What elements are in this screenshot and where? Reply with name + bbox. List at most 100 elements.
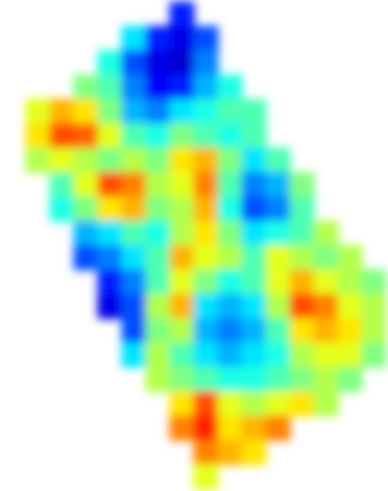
heat-cell bbox=[98, 294, 123, 319]
heat-cell bbox=[242, 391, 267, 416]
heat-cell bbox=[266, 415, 291, 440]
heat-cell bbox=[122, 26, 147, 51]
heat-cell bbox=[146, 245, 171, 270]
heat-cell bbox=[290, 221, 315, 246]
heat-cell bbox=[122, 318, 147, 343]
heat-cell bbox=[146, 367, 171, 392]
heat-cell bbox=[194, 318, 219, 343]
heat-cell bbox=[122, 245, 147, 270]
heat-cell bbox=[218, 294, 243, 319]
heat-cell bbox=[194, 172, 219, 197]
heat-cell bbox=[338, 318, 363, 343]
heat-cell bbox=[194, 196, 219, 221]
heat-cell bbox=[314, 318, 339, 343]
heat-cell bbox=[242, 318, 267, 343]
field-map bbox=[0, 0, 388, 491]
heat-cell bbox=[314, 367, 339, 392]
heat-cell bbox=[170, 294, 195, 319]
heat-cell bbox=[290, 196, 315, 221]
heat-cell bbox=[290, 367, 315, 392]
heat-cell bbox=[170, 50, 195, 75]
heat-cell bbox=[266, 172, 291, 197]
heat-cell bbox=[362, 318, 387, 343]
heat-cell bbox=[74, 123, 99, 148]
heat-cell bbox=[194, 391, 219, 416]
heat-cell bbox=[74, 196, 99, 221]
heat-cell bbox=[290, 172, 315, 197]
heat-cell bbox=[242, 123, 267, 148]
heat-cell bbox=[146, 75, 171, 100]
heat-cell bbox=[218, 367, 243, 392]
heat-cell bbox=[122, 172, 147, 197]
heat-cell bbox=[314, 294, 339, 319]
heat-cell bbox=[170, 172, 195, 197]
heat-cell bbox=[122, 221, 147, 246]
heat-cell bbox=[218, 148, 243, 173]
heat-cell bbox=[194, 440, 219, 465]
heat-cell bbox=[218, 391, 243, 416]
heat-cell bbox=[74, 221, 99, 246]
heat-cell bbox=[290, 294, 315, 319]
heat-cell bbox=[218, 172, 243, 197]
heat-cell bbox=[122, 50, 147, 75]
heat-cell bbox=[146, 26, 171, 51]
heat-cell bbox=[290, 342, 315, 367]
heat-cell bbox=[170, 2, 195, 27]
heat-cell bbox=[218, 245, 243, 270]
heat-cell bbox=[266, 269, 291, 294]
heat-cell bbox=[194, 99, 219, 124]
heat-cell bbox=[122, 196, 147, 221]
heat-cell bbox=[170, 415, 195, 440]
heat-cell bbox=[170, 148, 195, 173]
heat-cell bbox=[218, 415, 243, 440]
heat-cell bbox=[122, 123, 147, 148]
heat-cell bbox=[98, 123, 123, 148]
heat-cell bbox=[146, 221, 171, 246]
heat-cell bbox=[170, 245, 195, 270]
heat-cell bbox=[146, 342, 171, 367]
heat-cell bbox=[290, 245, 315, 270]
heat-cell bbox=[98, 50, 123, 75]
heat-cell bbox=[170, 391, 195, 416]
heat-cell bbox=[266, 148, 291, 173]
heat-cell bbox=[98, 196, 123, 221]
heat-cell bbox=[218, 318, 243, 343]
heat-cell bbox=[170, 75, 195, 100]
heat-cell bbox=[146, 172, 171, 197]
heat-cell bbox=[362, 342, 387, 367]
heat-cell bbox=[98, 245, 123, 270]
heat-cell bbox=[122, 75, 147, 100]
heat-cell bbox=[50, 172, 75, 197]
heat-cell bbox=[74, 148, 99, 173]
heat-cell bbox=[170, 99, 195, 124]
heat-cell bbox=[98, 148, 123, 173]
heat-cell bbox=[98, 221, 123, 246]
heat-cell bbox=[146, 50, 171, 75]
heat-cell bbox=[194, 245, 219, 270]
heat-cell bbox=[242, 245, 267, 270]
heat-cell bbox=[266, 318, 291, 343]
heat-cell bbox=[218, 123, 243, 148]
heat-cell bbox=[194, 269, 219, 294]
heat-cell bbox=[50, 123, 75, 148]
heat-cell bbox=[362, 294, 387, 319]
heat-cell bbox=[170, 342, 195, 367]
heat-cell bbox=[170, 221, 195, 246]
heat-cell bbox=[194, 342, 219, 367]
heat-cell bbox=[314, 221, 339, 246]
heat-cell bbox=[50, 99, 75, 124]
heat-cell bbox=[266, 221, 291, 246]
heat-cell bbox=[98, 269, 123, 294]
heat-cell bbox=[314, 245, 339, 270]
heat-cell bbox=[242, 196, 267, 221]
heat-cell bbox=[146, 99, 171, 124]
heat-cell bbox=[218, 269, 243, 294]
heat-cell bbox=[194, 148, 219, 173]
heat-cell bbox=[290, 391, 315, 416]
heat-cell bbox=[146, 294, 171, 319]
heat-cell bbox=[170, 123, 195, 148]
heat-cell bbox=[266, 245, 291, 270]
heat-cell bbox=[242, 148, 267, 173]
heat-cell bbox=[290, 269, 315, 294]
heat-cell bbox=[242, 415, 267, 440]
